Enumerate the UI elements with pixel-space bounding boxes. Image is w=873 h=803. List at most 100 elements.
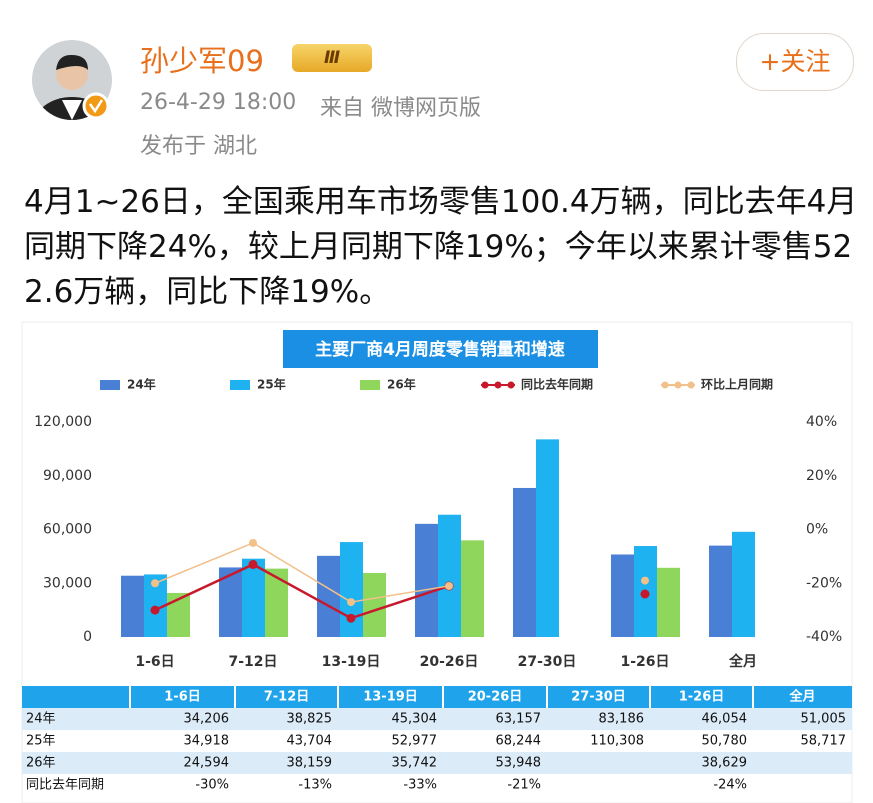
table-cell: 52,977 — [392, 734, 438, 749]
post-source: 来自 微博网页版 — [320, 96, 481, 121]
line-point — [347, 598, 355, 607]
table-row-header: 26年 — [26, 756, 56, 771]
table-cell: -13% — [298, 778, 332, 793]
y2-tick-label: -20% — [806, 575, 842, 591]
bar — [461, 540, 484, 637]
bar — [242, 558, 265, 637]
post-location: 发布于 湖北 — [140, 134, 257, 159]
table-row-header: 25年 — [26, 734, 56, 749]
line-point — [248, 559, 258, 569]
table-col-header: 27-30日 — [571, 690, 626, 705]
table-cell: 63,157 — [496, 712, 542, 727]
table-cell: -24% — [713, 778, 747, 793]
y-tick-label: 0 — [83, 629, 92, 645]
line-point — [151, 579, 159, 588]
legend-swatch — [230, 380, 250, 390]
line-point — [346, 613, 356, 623]
line-point — [249, 538, 257, 547]
level-badge: Ⅲ — [292, 44, 372, 72]
table-cell: 43,704 — [287, 734, 333, 749]
post-text: 4月1~26日，全国乘用车市场零售100.4万辆，同比去年4月同期下降24%，较… — [24, 184, 858, 310]
bar — [657, 567, 680, 637]
bar — [732, 531, 755, 637]
table-cell: 45,304 — [392, 712, 438, 727]
bar — [340, 542, 363, 637]
table-cell: 53,948 — [496, 756, 542, 771]
table-col-header: 20-26日 — [468, 690, 523, 705]
post-time: 26-4-29 18:00 — [140, 90, 297, 115]
table-cell: 38,825 — [287, 712, 333, 727]
title-box — [283, 330, 598, 368]
line-point — [150, 605, 160, 615]
legend-swatch — [661, 381, 669, 389]
chart: 主要厂商4月周度零售销量和增速 0 30,000 60,000 90,000 120,0… — [21, 321, 853, 803]
legend-label: 环比上月同期 — [701, 377, 773, 392]
x-tick-label: 20-26日 — [420, 654, 479, 670]
y2-tick-label: 0% — [806, 522, 828, 538]
table-cell: 34,918 — [184, 734, 230, 749]
legend-label: 同比去年同期 — [521, 377, 593, 392]
table-cell: 46,054 — [702, 712, 748, 727]
table-row-header: 24年 — [26, 712, 56, 727]
bar — [363, 572, 386, 637]
table-col-header: 1-6日 — [164, 690, 201, 705]
y2-tick-label: 20% — [806, 468, 837, 484]
table-cell: 35,742 — [392, 756, 438, 771]
table-row-bg — [22, 752, 852, 774]
legend-label: 24年 — [127, 377, 156, 392]
legend-label: 26年 — [387, 377, 416, 392]
chart-title: 主要厂商4月周度零售销量和增速 — [315, 339, 565, 360]
table-col-header: 1-26日 — [679, 690, 725, 705]
legend-swatch — [481, 381, 489, 389]
bar — [709, 545, 732, 637]
y2-tick-label: -40% — [806, 629, 842, 645]
x-tick-label: 7-12日 — [228, 654, 277, 670]
legend-swatch — [687, 381, 695, 389]
bar — [438, 514, 461, 637]
table-row-bg — [22, 708, 852, 730]
bar — [513, 487, 536, 637]
y-tick-label: 60,000 — [43, 522, 92, 538]
table-cell: 58,717 — [801, 734, 847, 749]
y-tick-label: 120,000 — [34, 414, 92, 430]
bar — [219, 567, 242, 637]
avatar — [32, 40, 112, 120]
legend-swatch — [507, 381, 515, 389]
table-cell: -30% — [195, 778, 229, 793]
bar — [536, 439, 559, 637]
line — [154, 542, 450, 603]
bar — [265, 568, 288, 637]
table-cell: 110,308 — [590, 734, 644, 749]
author-name[interactable]: 孙少军09 — [140, 44, 264, 78]
y2-tick-label: 40% — [806, 414, 837, 430]
table-cell: -33% — [403, 778, 437, 793]
x-tick-label: 全月 — [728, 653, 757, 670]
x-tick-label: 27-30日 — [518, 654, 577, 670]
y-tick-label: 90,000 — [43, 468, 92, 484]
table-col-header: 全月 — [788, 689, 815, 705]
y-tick-label: 30,000 — [43, 575, 92, 591]
x-tick-label: 1-26日 — [620, 654, 669, 670]
table-cell: 24,594 — [184, 756, 230, 771]
table-cell: 68,244 — [496, 734, 542, 749]
table-header — [22, 686, 852, 708]
table-cell: 38,629 — [702, 756, 748, 771]
legend-swatch — [674, 381, 682, 389]
legend-label: 25年 — [257, 377, 286, 392]
legend-swatch — [494, 381, 502, 389]
bar — [415, 523, 438, 637]
table-col-header: 7-12日 — [264, 690, 310, 705]
legend-swatch — [100, 380, 120, 390]
table-cell: 83,186 — [599, 712, 645, 727]
table-cell: 38,159 — [287, 756, 333, 771]
table-cell: -21% — [507, 778, 541, 793]
table-cell: 50,780 — [702, 734, 748, 749]
line-point — [640, 589, 650, 599]
x-tick-label: 1-6日 — [135, 654, 174, 670]
bar — [317, 555, 340, 637]
bar — [167, 592, 190, 637]
bar — [611, 554, 634, 637]
follow-button[interactable]: +关注 — [736, 33, 854, 91]
line-point — [445, 581, 453, 590]
